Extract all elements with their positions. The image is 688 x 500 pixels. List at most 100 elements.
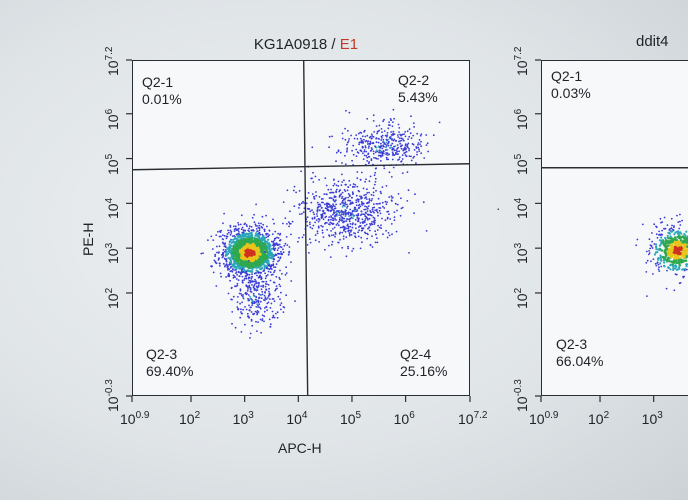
data-point — [360, 139, 363, 142]
data-point — [232, 241, 235, 244]
data-point — [367, 162, 370, 165]
data-point — [342, 211, 345, 214]
data-point — [236, 306, 239, 308]
data-point — [263, 260, 267, 263]
data-point — [300, 170, 302, 173]
data-point — [241, 226, 244, 229]
data-point — [655, 264, 658, 267]
data-point — [262, 284, 265, 287]
data-point — [333, 211, 336, 214]
data-point — [219, 231, 222, 234]
data-point — [283, 244, 286, 247]
data-point — [381, 134, 384, 137]
data-point — [417, 146, 420, 149]
data-point — [343, 229, 345, 232]
data-point — [365, 154, 368, 157]
data-point — [406, 145, 408, 148]
data-point — [259, 238, 262, 241]
data-point — [682, 275, 685, 278]
data-point — [285, 294, 287, 297]
data-point — [252, 252, 256, 256]
data-point — [235, 233, 238, 236]
data-point — [263, 294, 266, 297]
cell-population — [311, 108, 441, 178]
data-point — [322, 201, 324, 204]
data-point — [347, 218, 349, 221]
data-point — [348, 180, 351, 182]
data-point — [315, 219, 318, 222]
data-point — [366, 141, 369, 143]
data-point — [348, 234, 351, 237]
data-point — [407, 189, 410, 192]
data-point — [347, 225, 349, 227]
data-point — [263, 307, 266, 309]
x-tick-label: 104 — [286, 410, 308, 427]
data-point — [653, 253, 657, 256]
data-point — [659, 244, 662, 247]
data-point — [315, 191, 317, 193]
data-point — [371, 235, 373, 238]
data-point — [317, 225, 320, 228]
data-point — [363, 208, 366, 211]
data-point — [667, 237, 671, 240]
data-point — [408, 155, 411, 158]
data-point — [279, 233, 281, 236]
data-point — [311, 227, 314, 230]
data-point — [673, 245, 677, 249]
data-point — [303, 202, 305, 204]
data-point — [399, 142, 402, 145]
data-point — [250, 281, 252, 283]
data-point — [308, 252, 310, 254]
data-point — [679, 224, 682, 226]
data-point — [405, 155, 408, 158]
data-point — [373, 217, 376, 220]
data-point — [364, 180, 366, 183]
data-point — [328, 135, 331, 138]
data-point — [232, 247, 236, 250]
data-point — [346, 207, 348, 209]
data-point — [390, 176, 393, 178]
data-point — [363, 194, 366, 197]
data-point — [276, 236, 278, 239]
data-point — [247, 299, 250, 302]
data-point — [270, 252, 273, 255]
data-point — [248, 230, 251, 233]
data-point — [241, 249, 245, 253]
data-point — [298, 190, 301, 192]
data-point — [251, 268, 254, 271]
data-point — [248, 273, 251, 276]
data-point — [370, 193, 373, 196]
y-tick-label: 104 — [104, 198, 121, 220]
data-point — [385, 229, 387, 232]
data-point — [366, 192, 369, 194]
y-tick-label: 102 — [104, 287, 121, 309]
data-point — [364, 146, 367, 149]
data-point — [396, 150, 399, 153]
data-point — [678, 282, 681, 285]
data-point — [679, 235, 683, 239]
data-point — [402, 148, 405, 151]
data-point — [247, 238, 250, 241]
data-point — [349, 230, 352, 233]
data-point — [352, 144, 355, 147]
data-point — [410, 115, 412, 118]
data-point — [251, 300, 254, 302]
data-point — [359, 195, 361, 198]
y-tick-label: 10-0.3 — [104, 379, 121, 412]
data-point — [225, 259, 228, 262]
data-point — [321, 229, 324, 232]
data-point — [354, 206, 357, 209]
data-point — [285, 272, 288, 274]
data-point — [381, 217, 383, 220]
data-point — [397, 159, 399, 161]
data-point — [393, 211, 396, 214]
data-point — [658, 239, 662, 242]
data-point — [263, 228, 266, 231]
data-point — [672, 229, 675, 232]
data-point — [406, 130, 409, 133]
data-point — [244, 233, 247, 236]
data-point — [360, 150, 363, 153]
data-point — [339, 219, 342, 222]
data-point — [274, 266, 277, 268]
